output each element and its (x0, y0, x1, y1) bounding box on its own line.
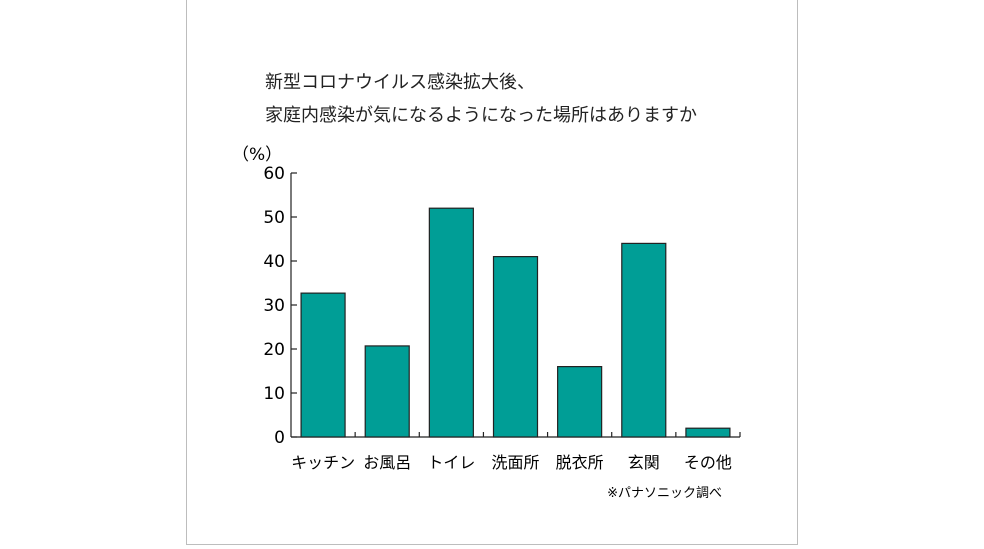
category-label: 脱衣所 (556, 453, 604, 472)
category-label: 洗面所 (491, 453, 539, 472)
y-tick-labels: 0 10 20 30 40 50 60 (263, 164, 285, 448)
y-tick-label: 10 (263, 384, 285, 404)
y-tick-label: 0 (274, 428, 285, 448)
source-note: ※パナソニック調べ (607, 486, 722, 501)
bar-6 (621, 242, 667, 438)
chart-title-line-1: 新型コロナウイルス感染拡大後、 (265, 72, 535, 93)
category-label: 玄関 (628, 453, 660, 472)
chart-title: 新型コロナウイルス感染拡大後、 家庭内感染が気になるようになった場所はありますか (265, 66, 697, 132)
category-label: キッチン (291, 453, 355, 472)
y-tick-label: 30 (263, 296, 285, 316)
category-labels: キッチン お風呂 トイレ 洗面所 脱衣所 玄関 その他 (291, 453, 732, 472)
category-label: その他 (684, 453, 732, 472)
bar-1 (300, 292, 346, 438)
bar-5 (557, 366, 603, 438)
y-tick-label: 40 (263, 252, 285, 272)
chart-frame (186, 0, 798, 545)
category-label: トイレ (427, 453, 475, 472)
bar-7 (685, 427, 731, 438)
y-tick-label: 50 (263, 208, 285, 228)
bars (300, 207, 731, 438)
bar-3 (428, 207, 474, 438)
y-axis-unit: （%） (232, 145, 282, 165)
bar-4 (492, 256, 539, 438)
bar-2 (364, 345, 410, 438)
category-label: お風呂 (363, 453, 411, 472)
chart-title-line-2: 家庭内感染が気になるようになった場所はありますか (265, 105, 697, 126)
y-tick-label: 20 (263, 340, 285, 360)
y-tick-label: 60 (263, 164, 285, 184)
